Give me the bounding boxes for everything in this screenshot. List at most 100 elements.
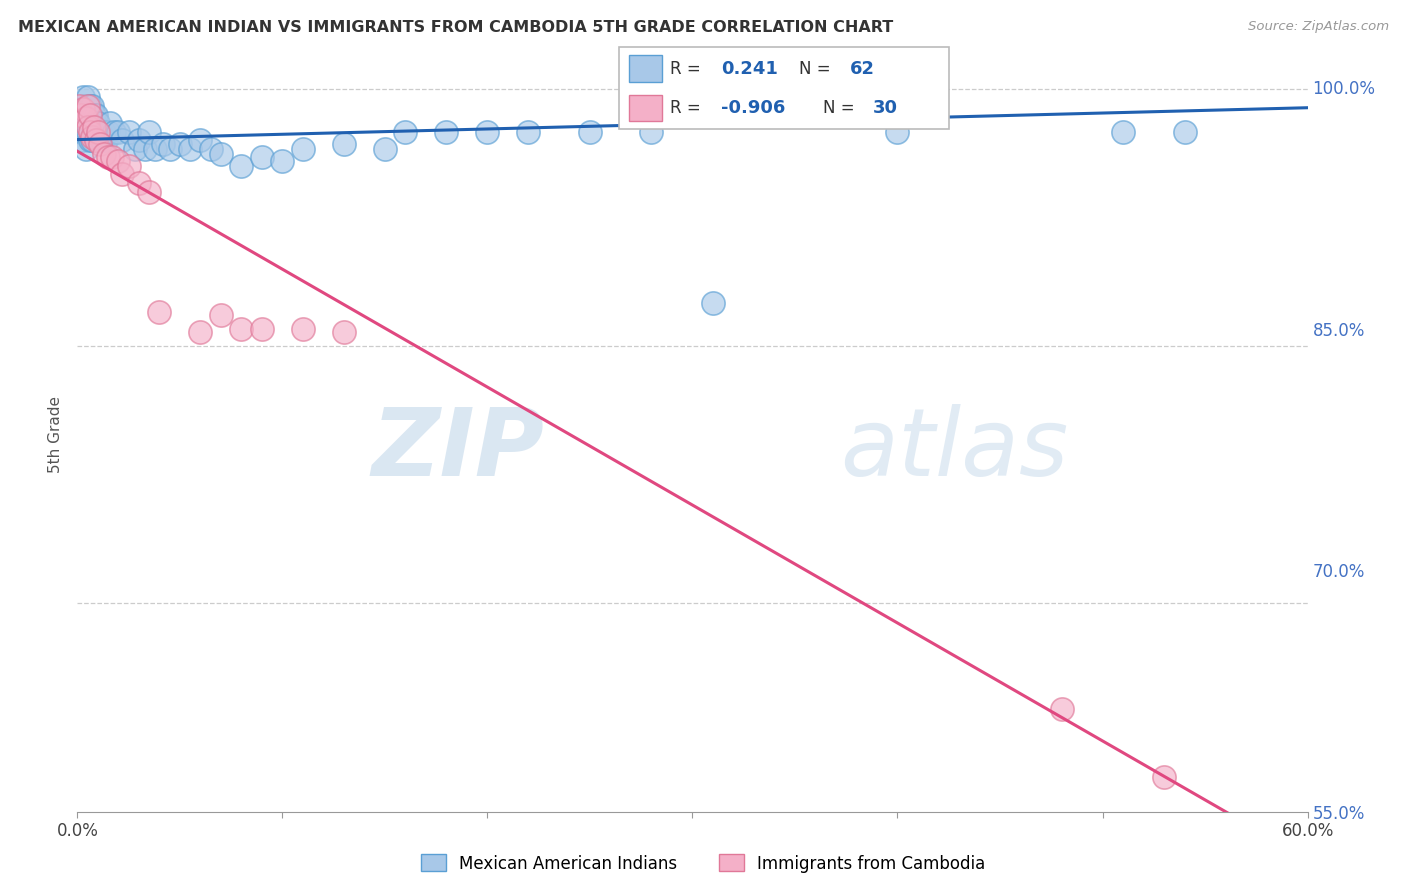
Point (111, 133, 134, 147)
Text: R =: R = (669, 99, 706, 117)
Legend: Mexican American Indians, Immigrants from Cambodia: Mexican American Indians, Immigrants fro… (413, 847, 993, 880)
Point (84, 107, 107, 121)
Point (886, 125, 908, 139)
Point (70, 107, 93, 121)
Point (436, 125, 458, 139)
Point (79, 125, 101, 139)
Point (75, 116, 97, 130)
Text: N =: N = (824, 99, 860, 117)
Point (76, 125, 98, 139)
Text: Source: ZipAtlas.com: Source: ZipAtlas.com (1249, 20, 1389, 33)
Point (79, 116, 101, 130)
Point (101, 150, 124, 164)
Y-axis label: 5th Grade: 5th Grade (48, 396, 63, 474)
Point (70, 125, 93, 139)
Text: atlas: atlas (841, 404, 1069, 495)
Point (75, 99, 97, 113)
Point (72, 133, 94, 147)
Point (128, 133, 150, 147)
Point (97, 125, 120, 139)
Text: 0.241: 0.241 (721, 60, 778, 78)
Point (1153, 771, 1175, 785)
Point (107, 125, 129, 139)
Point (128, 176, 150, 190)
Text: ZIP: ZIP (373, 404, 546, 496)
Point (76, 120, 98, 134)
Point (67, 107, 90, 121)
Point (333, 136, 356, 151)
Point (94, 133, 117, 147)
Point (84, 133, 107, 147)
Point (90, 133, 114, 147)
Point (200, 142, 222, 156)
Point (75, 111, 97, 125)
Text: N =: N = (799, 60, 835, 78)
Point (111, 168, 134, 182)
Point (517, 125, 540, 139)
Point (640, 125, 662, 139)
Point (89, 125, 111, 139)
Point (76, 99, 98, 113)
Point (80, 133, 103, 147)
Point (188, 325, 212, 339)
Point (209, 147, 232, 161)
Point (70, 99, 93, 113)
Point (209, 308, 232, 322)
Point (1174, 125, 1197, 139)
Point (76, 107, 98, 121)
Point (138, 125, 160, 139)
Point (250, 150, 273, 164)
Point (93, 147, 115, 161)
Point (79, 133, 101, 147)
Point (477, 125, 499, 139)
Point (231, 159, 253, 173)
Point (333, 325, 356, 339)
FancyBboxPatch shape (628, 95, 662, 121)
Point (702, 296, 724, 310)
Point (72, 90, 94, 104)
Point (103, 125, 125, 139)
Text: R =: R = (669, 60, 706, 78)
Point (87, 133, 110, 147)
FancyBboxPatch shape (628, 55, 662, 82)
Point (87, 116, 110, 130)
Point (87, 125, 110, 139)
Point (250, 321, 273, 335)
Text: -0.906: -0.906 (721, 99, 786, 117)
Text: 62: 62 (849, 60, 875, 78)
Point (80, 129, 103, 144)
Point (117, 159, 139, 173)
Point (72, 107, 94, 121)
Point (148, 304, 170, 318)
Point (159, 142, 181, 156)
Point (80, 99, 103, 113)
Point (83, 125, 105, 139)
Point (1050, 702, 1073, 716)
Point (83, 120, 105, 134)
Point (117, 125, 139, 139)
Point (79, 107, 101, 121)
Point (138, 185, 160, 199)
Point (97, 150, 120, 164)
Point (89, 136, 111, 151)
Point (179, 142, 201, 156)
Point (107, 153, 129, 168)
Point (231, 321, 253, 335)
Point (291, 321, 314, 335)
Point (188, 133, 212, 147)
Point (72, 103, 94, 117)
Point (93, 125, 115, 139)
Point (394, 125, 416, 139)
Text: MEXICAN AMERICAN INDIAN VS IMMIGRANTS FROM CAMBODIA 5TH GRADE CORRELATION CHART: MEXICAN AMERICAN INDIAN VS IMMIGRANTS FR… (18, 20, 894, 35)
Point (152, 136, 174, 151)
FancyBboxPatch shape (619, 47, 949, 129)
Text: 30: 30 (873, 99, 898, 117)
Point (84, 125, 107, 139)
Point (143, 142, 166, 156)
Point (83, 107, 105, 121)
Point (579, 125, 602, 139)
Point (80, 116, 103, 130)
Point (271, 153, 294, 168)
Point (75, 142, 97, 156)
Point (79, 99, 101, 113)
